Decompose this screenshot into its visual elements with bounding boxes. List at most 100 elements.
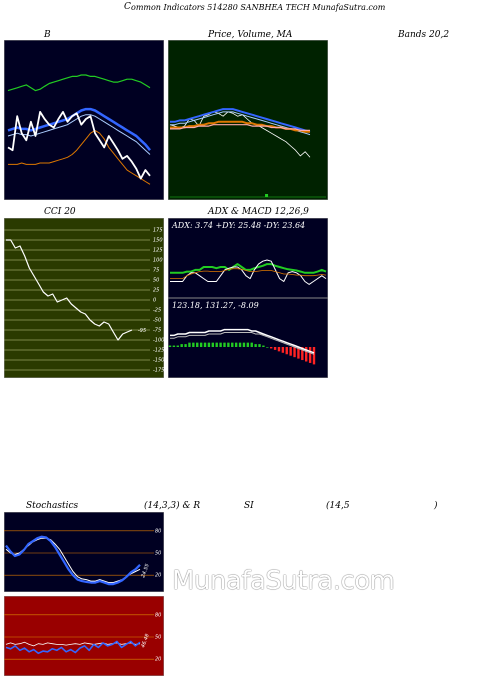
stoch-panel: 80 50 20 24.55 bbox=[4, 512, 164, 592]
macd-histogram-bar bbox=[168, 345, 172, 347]
cci-tick-label: 100 bbox=[153, 258, 163, 264]
macd-histogram-bar bbox=[234, 342, 238, 347]
price-panel bbox=[168, 40, 328, 200]
adx-values: ADX: 3.74 +DY: 25.48 -DY: 23.64 bbox=[171, 221, 305, 230]
macd-histogram-bar bbox=[254, 344, 257, 347]
cci-bg bbox=[4, 218, 164, 378]
adx-series-2 bbox=[170, 268, 327, 279]
macd-values: 123.18, 131.27, -8.09 bbox=[172, 301, 259, 310]
bollinger-series-0 bbox=[7, 74, 151, 92]
cci-tick-label: -50 bbox=[153, 318, 161, 324]
macd-histogram-bar bbox=[188, 342, 191, 347]
macd-histogram-bar bbox=[192, 342, 195, 347]
macd-histogram-bar bbox=[289, 347, 292, 356]
header-title: ommon Indicators 514280 SANBHEA TECH Mun… bbox=[131, 3, 386, 12]
bands-label: Bands 20,2 bbox=[398, 30, 450, 40]
macd-histogram-bar bbox=[277, 347, 281, 352]
header-left: C bbox=[124, 2, 131, 12]
stoch-tick-label: 50 bbox=[155, 551, 161, 557]
macd-histogram-bar bbox=[184, 344, 187, 347]
price-volume-ma-label: Price, Volume, MA bbox=[208, 30, 293, 40]
rsi-tick-label: 50 bbox=[155, 635, 161, 641]
bollinger-chart bbox=[4, 40, 164, 200]
cci-line bbox=[6, 239, 133, 341]
macd-histogram-bar bbox=[266, 347, 269, 348]
macd-histogram-bar bbox=[308, 347, 312, 363]
macd-histogram-bar bbox=[258, 344, 261, 347]
stoch-bg bbox=[4, 512, 164, 592]
stoch-params: (14,3,3) & R bbox=[144, 501, 201, 511]
adx-panel: ADX: 3.74 +DY: 25.48 -DY: 23.64 bbox=[168, 218, 328, 298]
watermark-logo: MunafaSutra.com bbox=[172, 566, 395, 596]
stoch-chart: 80 50 20 24.55 bbox=[4, 512, 164, 592]
macd-histogram-bar bbox=[297, 347, 300, 359]
macd-histogram-bar bbox=[238, 342, 242, 347]
cci-tick-label: 25 bbox=[153, 288, 159, 294]
rsi-paren: ) bbox=[434, 501, 438, 511]
cci-tick-label: 125 bbox=[153, 248, 163, 254]
bollinger-series-3 bbox=[8, 129, 151, 185]
cci-label: CCI 20 bbox=[44, 207, 76, 217]
macd-histogram-bar bbox=[231, 342, 234, 347]
volume-bar bbox=[265, 194, 269, 197]
macd-histogram-bar bbox=[250, 342, 253, 347]
cci-tick-label: 150 bbox=[153, 238, 163, 244]
macd-line bbox=[170, 328, 315, 354]
price-chart bbox=[168, 40, 328, 200]
macd-histogram-bar bbox=[207, 342, 211, 347]
macd-histogram-bar bbox=[273, 347, 277, 350]
macd-histogram-bar bbox=[215, 342, 218, 347]
macd-histogram-bar bbox=[176, 345, 179, 347]
macd-histogram-bar bbox=[246, 342, 250, 347]
bollinger-series-4 bbox=[7, 111, 151, 180]
bollinger-series-1 bbox=[7, 107, 151, 151]
cci-tick-label: -100 bbox=[153, 338, 164, 344]
macd-signal-line bbox=[170, 332, 315, 355]
cci-tick-label: 0 bbox=[153, 298, 156, 304]
cci-tick-label: -175 bbox=[153, 368, 164, 374]
bollinger-label: B bbox=[44, 30, 51, 40]
macd-histogram-bar bbox=[223, 342, 226, 347]
macd-histogram-bar bbox=[227, 342, 230, 347]
adx-series-0 bbox=[170, 263, 327, 274]
macd-bg bbox=[168, 298, 328, 378]
cci-tick-label: -125 bbox=[153, 348, 164, 354]
macd-histogram-bar bbox=[293, 347, 296, 358]
cci-tick-label: -25 bbox=[153, 308, 161, 314]
macd-histogram-bar bbox=[203, 342, 207, 347]
stoch-d-line bbox=[5, 535, 141, 586]
rsi-tick-label: 20 bbox=[155, 657, 161, 663]
price-series-2 bbox=[170, 111, 311, 136]
macd-histogram-bar bbox=[312, 347, 316, 365]
macd-panel: 123.18, 131.27, -8.09 bbox=[168, 298, 328, 378]
macd-histogram-bar bbox=[301, 347, 304, 361]
macd-histogram-bar bbox=[219, 342, 222, 347]
adx-macd-label: ADX & MACD 12,26,9 bbox=[208, 207, 309, 217]
rsi-last-label: 46.48 bbox=[140, 633, 151, 649]
stoch-tick-label: 80 bbox=[155, 528, 161, 534]
cci-tick-label: 175 bbox=[153, 228, 163, 234]
cci-last-label: -95 bbox=[138, 328, 146, 334]
macd-histogram-bar bbox=[269, 347, 273, 349]
macd-histogram-bar bbox=[242, 342, 246, 347]
macd-histogram-bar bbox=[262, 345, 265, 347]
adx-chart: ADX: 3.74 +DY: 25.48 -DY: 23.64 bbox=[168, 218, 328, 298]
cci-panel: 175 150 125 100 75 50 25 0 -25 -50 -75 -100 -125 -150… bbox=[4, 218, 164, 378]
macd-histogram-bar bbox=[305, 347, 308, 362]
price-series-1 bbox=[170, 108, 311, 133]
cci-tick-label: -150 bbox=[153, 358, 164, 364]
rsi-panel: 80 50 20 46.48 bbox=[4, 596, 164, 676]
cci-tick-label: 50 bbox=[153, 278, 159, 284]
macd-histogram-bar bbox=[196, 342, 199, 347]
bollinger-panel bbox=[4, 40, 164, 200]
rsi-bg bbox=[4, 596, 164, 676]
cci-tick-label: -75 bbox=[153, 328, 161, 334]
macd-histogram-bar bbox=[172, 345, 176, 347]
stoch-last-label: 24.55 bbox=[140, 563, 151, 579]
macd-histogram-bar bbox=[281, 347, 285, 353]
rsi-chart: 80 50 20 46.48 bbox=[4, 596, 164, 676]
stoch-label: Stochastics bbox=[26, 501, 79, 511]
adx-bg bbox=[168, 218, 328, 298]
rsi-params: (14,5 bbox=[326, 501, 350, 511]
macd-histogram-bar bbox=[285, 347, 288, 355]
